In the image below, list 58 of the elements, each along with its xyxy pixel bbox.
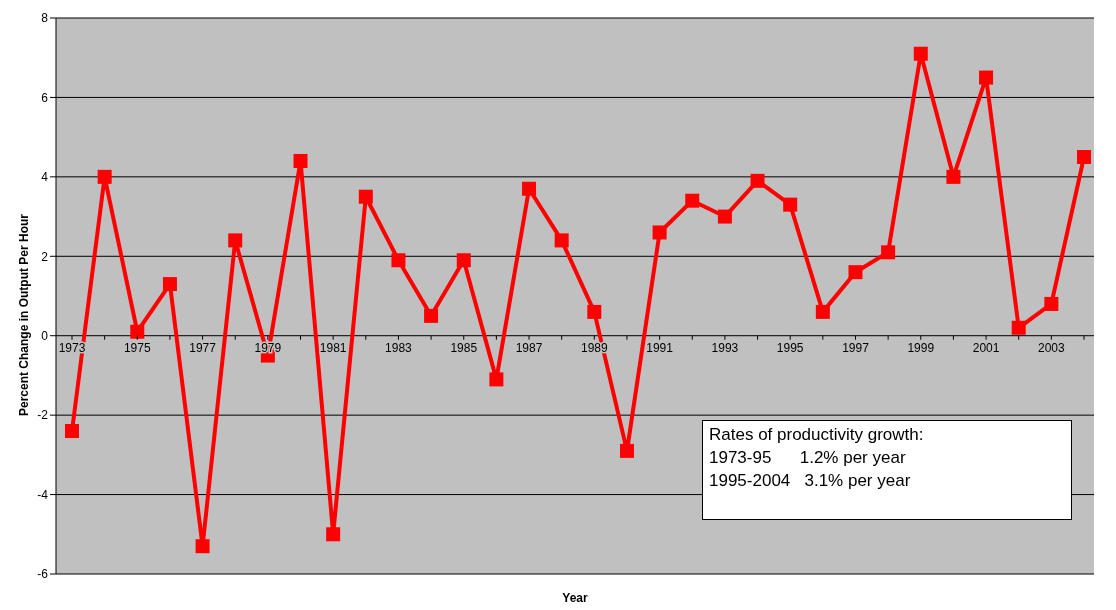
point — [424, 308, 439, 323]
x-tick-label: 1977 — [189, 340, 217, 355]
point — [717, 209, 732, 224]
point — [162, 277, 177, 292]
point — [522, 181, 537, 196]
point — [652, 225, 667, 240]
point — [848, 265, 863, 280]
point — [195, 539, 210, 554]
point — [1044, 296, 1059, 311]
point — [1011, 320, 1026, 335]
y-tick-label: 0 — [41, 328, 49, 343]
y-axis-title: Percent Change in Output Per Hour — [17, 213, 32, 416]
y-tick-label: -6 — [37, 567, 49, 582]
x-tick-label: 1975 — [123, 340, 151, 355]
annotation: 1973-95 1.2% per year — [709, 447, 907, 469]
annotation: Rates of productivity growth: — [709, 424, 925, 446]
y-tick-label: -4 — [37, 487, 49, 502]
point — [913, 46, 928, 61]
point — [358, 189, 373, 204]
x-tick-label: 1981 — [319, 340, 347, 355]
point — [619, 443, 634, 458]
point — [65, 424, 79, 439]
point — [946, 169, 961, 184]
point — [97, 169, 112, 184]
point — [489, 372, 504, 387]
x-tick-label: 1987 — [515, 340, 543, 355]
x-tick-label: 1997 — [842, 340, 870, 355]
point — [815, 304, 830, 319]
point — [130, 324, 145, 339]
x-tick-label: 1985 — [450, 340, 478, 355]
x-tick-label: 2001 — [972, 340, 1000, 355]
x-tick-label: 1991 — [646, 340, 674, 355]
point — [979, 70, 994, 85]
point — [1077, 150, 1091, 164]
point — [554, 233, 569, 248]
point — [228, 233, 243, 248]
point — [456, 253, 471, 268]
y-tick-label: -2 — [37, 408, 49, 423]
y-tick-label: 4 — [41, 170, 49, 185]
point — [685, 193, 700, 208]
y-tick-label: 6 — [41, 90, 49, 105]
annotation: 1995-2004 3.1% per year — [709, 470, 912, 492]
point — [750, 173, 765, 188]
point — [391, 253, 406, 268]
x-tick-label: 1995 — [776, 340, 804, 355]
point — [326, 527, 341, 542]
x-axis-title: Year — [562, 591, 589, 605]
point — [783, 197, 798, 212]
point — [587, 304, 602, 319]
x-tick-label: 1993 — [711, 340, 739, 355]
point — [881, 245, 896, 260]
point — [293, 153, 308, 168]
y-tick-label: 8 — [41, 11, 49, 26]
x-tick-label: 1999 — [907, 340, 935, 355]
x-tick-label: 2003 — [1038, 340, 1066, 355]
text-box: Rates of productivity growth: 1973-95 1.2% per year 1995-2004 3.1% per year — [702, 420, 1072, 520]
y-tick-label: 2 — [41, 249, 49, 264]
x-tick-label: 1983 — [385, 340, 413, 355]
